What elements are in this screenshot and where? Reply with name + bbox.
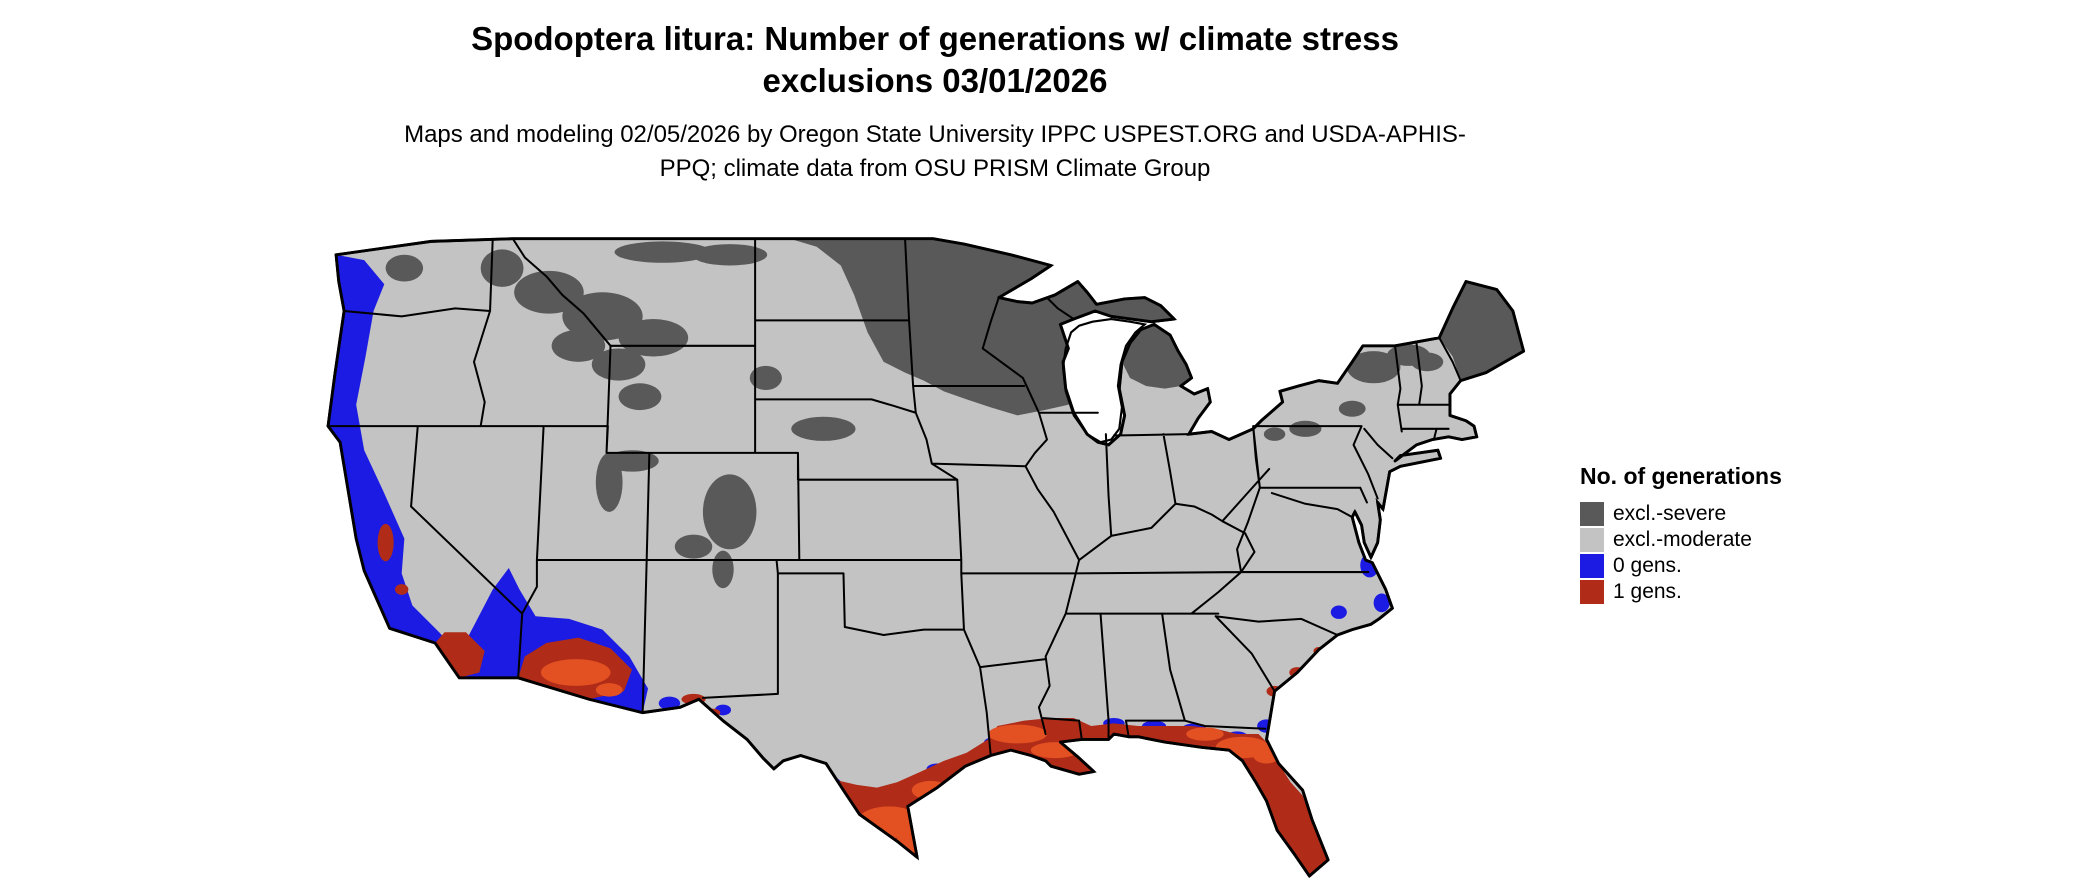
one-gen-color-swatch bbox=[1580, 579, 1604, 604]
us-map bbox=[321, 228, 1540, 884]
page-subtitle: Maps and modeling 02/05/2026 by Oregon S… bbox=[404, 121, 1466, 182]
zero-gens-color-swatch bbox=[1580, 553, 1604, 578]
us-map-svg bbox=[326, 237, 1526, 878]
legend-title: No. of generations bbox=[1580, 463, 1782, 489]
severe-regions bbox=[385, 238, 1524, 589]
map-legend: No. of generations excl.-severe excl.-mo… bbox=[1580, 462, 1840, 605]
legend-item-label: 0 gens. bbox=[1613, 553, 1682, 577]
map-outline bbox=[326, 237, 1526, 878]
legend-item-label: excl.-moderate bbox=[1613, 527, 1752, 551]
legend-item-1-gens: 1 gens. bbox=[1580, 579, 1840, 605]
state-borders bbox=[327, 237, 1462, 757]
page-title: Spodoptera litura: Number of generations… bbox=[471, 20, 1399, 100]
moderate-color-swatch bbox=[1580, 527, 1604, 552]
severe-color-swatch bbox=[1580, 501, 1604, 526]
legend-item-label: 1 gens. bbox=[1613, 579, 1682, 603]
legend-item-label: excl.-severe bbox=[1613, 501, 1727, 525]
legend-item-excl-moderate: excl.-moderate bbox=[1580, 527, 1840, 553]
legend-item-0-gens: 0 gens. bbox=[1580, 553, 1840, 579]
legend-item-excl-severe: excl.-severe bbox=[1580, 501, 1840, 527]
one-gen-regions bbox=[377, 523, 1329, 876]
